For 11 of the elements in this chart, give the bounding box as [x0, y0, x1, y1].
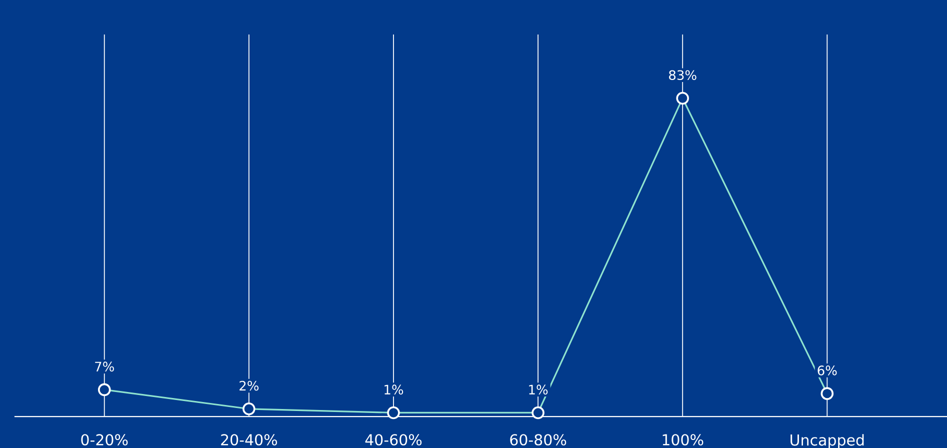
data-label: 1% [384, 384, 404, 395]
x-tick-label: 60-80% [510, 434, 566, 446]
x-tick-label: 40-60% [365, 434, 422, 446]
data-label: 6% [818, 366, 837, 376]
x-tick-label: 100% [662, 434, 704, 446]
x-tick-label: 20-40% [221, 434, 278, 446]
data-label: 1% [529, 384, 548, 395]
x-tick-label: 0-20% [81, 434, 128, 446]
data-label: 7% [95, 362, 114, 372]
data-label: 83% [669, 70, 696, 80]
data-label: 2% [240, 380, 259, 391]
